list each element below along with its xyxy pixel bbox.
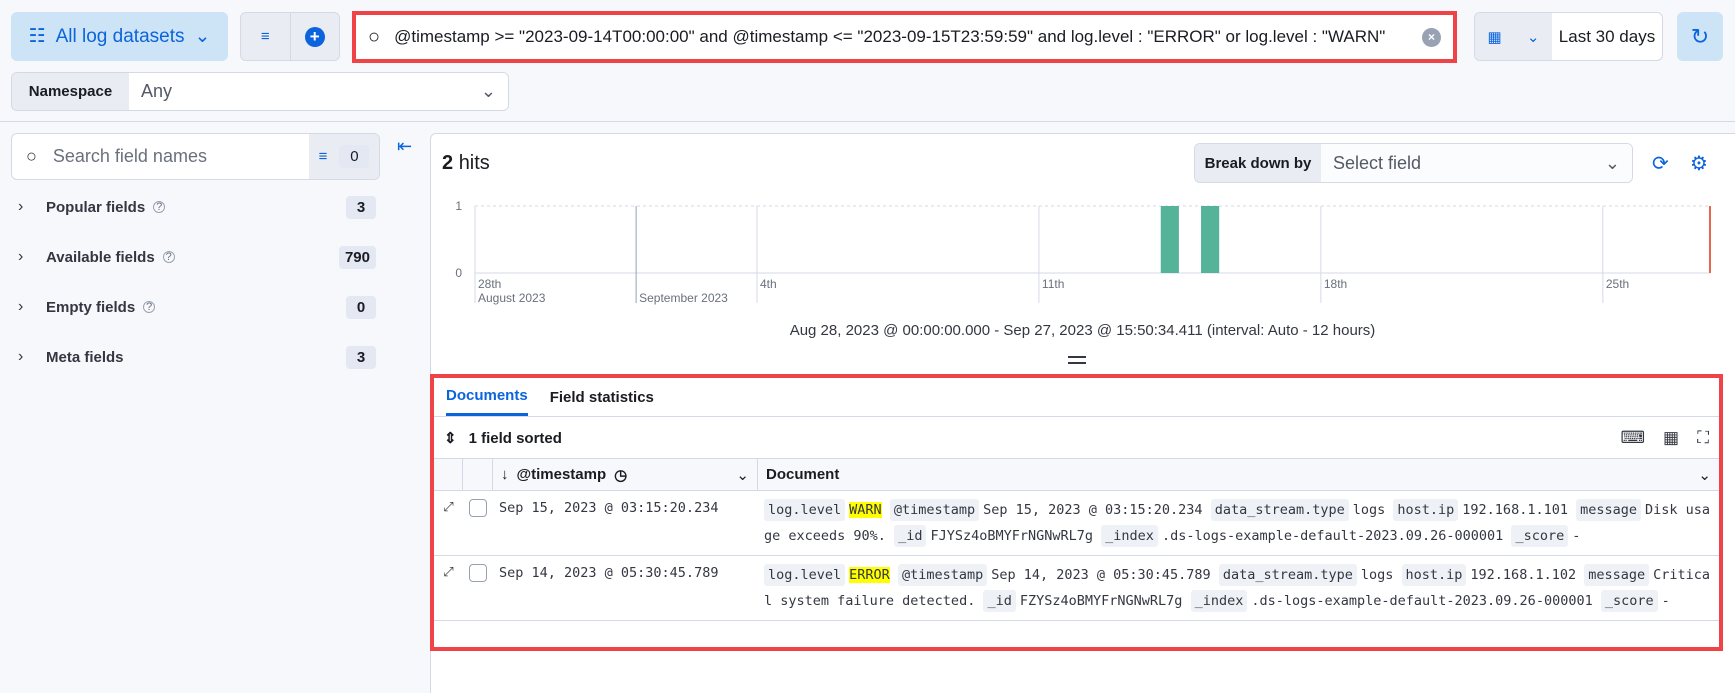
date-range-label[interactable]: Last 30 days xyxy=(1558,26,1656,46)
collapse-sidebar-icon[interactable]: ⇤ xyxy=(397,136,413,156)
field-name: _score xyxy=(1511,525,1569,547)
x-tick-label: 25th xyxy=(1606,277,1629,291)
x-tick-label: 18th xyxy=(1324,277,1347,291)
clear-query-button[interactable]: × xyxy=(1422,27,1441,47)
resize-handle[interactable] xyxy=(1068,356,1086,364)
list-icon: ☷ xyxy=(28,26,46,47)
query-input[interactable]: ○ @timestamp >= "2023-09-14T00:00:00" and… xyxy=(352,11,1457,63)
chevron-right-icon: › xyxy=(18,348,24,365)
chart-options-icon[interactable]: ⟳ xyxy=(1652,153,1669,175)
x-tick-label: 28th xyxy=(478,277,501,291)
row-checkbox[interactable] xyxy=(469,499,487,517)
chevron-down-icon: ⌄ xyxy=(1526,28,1540,46)
histogram-bar xyxy=(1201,206,1220,273)
date-picker[interactable]: ▦ ⌄ Last 30 days xyxy=(1474,12,1663,61)
x-tick-sublabel: September 2023 xyxy=(639,291,728,305)
x-tick-label: 4th xyxy=(760,277,777,291)
divider xyxy=(0,121,1735,122)
field-name: _id xyxy=(983,590,1016,612)
help-icon: ? xyxy=(153,201,166,213)
field-search-input[interactable]: ○ Search field names xyxy=(26,146,207,166)
help-icon: ? xyxy=(162,251,175,263)
hits-count: 2 hits xyxy=(442,152,490,174)
chevron-down-icon: ⌄ xyxy=(480,81,496,101)
field-name: data_stream.type xyxy=(1218,564,1357,586)
available-fields-section[interactable]: › Available fields? 790 xyxy=(18,244,376,270)
help-icon: ? xyxy=(143,301,156,313)
field-name: host.ip xyxy=(1401,564,1467,586)
chevron-down-icon: ⌄ xyxy=(1604,152,1620,173)
search-icon: ○ xyxy=(26,146,37,166)
gear-icon[interactable]: ⚙ xyxy=(1690,153,1708,175)
document-cell: log.level WARN @timestamp Sep 15, 2023 @ 0… xyxy=(758,491,1719,555)
filter-button[interactable]: ≡ xyxy=(260,28,270,45)
display-options-icon[interactable]: ▦ xyxy=(1663,428,1680,447)
tab-field-statistics[interactable]: Field statistics xyxy=(549,388,654,406)
timestamp-cell: Sep 15, 2023 @ 03:15:20.234 xyxy=(499,500,719,516)
expand-row-icon[interactable]: ⤢ xyxy=(443,564,454,579)
plus-icon: + xyxy=(304,26,325,47)
popular-fields-section[interactable]: › Popular fields? 3 xyxy=(18,194,376,220)
documents-panel: Documents Field statistics ⇕ 1 field sorte… xyxy=(430,374,1723,651)
table-row: ⤢ Sep 15, 2023 @ 03:15:20.234 log.level WAR… xyxy=(434,491,1719,556)
time-range-text: Aug 28, 2023 @ 00:00:00.000 - Sep 27, 20… xyxy=(789,322,1376,339)
chevron-down-icon: ⌄ xyxy=(736,466,749,484)
field-name: log.level xyxy=(764,499,846,521)
field-name: @timestamp xyxy=(889,499,980,521)
field-name: message xyxy=(1584,564,1650,586)
search-icon: ○ xyxy=(368,25,381,48)
x-tick-label: 11th xyxy=(1042,277,1064,291)
y-tick-label: 0 xyxy=(455,266,462,280)
row-checkbox[interactable] xyxy=(469,564,487,582)
histogram-bar xyxy=(1160,206,1179,273)
tab-documents[interactable]: Documents xyxy=(446,378,528,416)
field-filter-button[interactable]: ≡ 0 xyxy=(309,134,379,179)
chevron-down-icon: ⌄ xyxy=(1698,466,1711,484)
refresh-button[interactable]: ↻ xyxy=(1677,12,1723,61)
all-log-datasets-button[interactable]: ☷ All log datasets ⌄ xyxy=(11,12,228,61)
field-name: _id xyxy=(894,525,927,547)
field-name: data_stream.type xyxy=(1210,499,1349,521)
field-name: log.level xyxy=(764,564,846,586)
x-tick-sublabel: August 2023 xyxy=(478,291,546,305)
field-search: ○ Search field names ≡ 0 xyxy=(11,133,380,180)
chevron-right-icon: › xyxy=(18,298,24,315)
field-name: @timestamp xyxy=(897,564,988,586)
meta-fields-section[interactable]: › Meta fields 3 xyxy=(18,344,376,370)
arrow-down-icon: ↓ xyxy=(501,466,509,483)
breakdown-select[interactable]: Break down by Select field ⌄ xyxy=(1194,143,1633,183)
field-name: _index xyxy=(1190,590,1248,612)
filter-icon: ≡ xyxy=(318,148,328,165)
expand-row-icon[interactable]: ⤢ xyxy=(443,499,454,514)
timestamp-column-header[interactable]: ↓ @timestamp ◷ ⌄ xyxy=(493,459,758,490)
calendar-dropdown-button[interactable]: ▦ ⌄ xyxy=(1475,13,1552,60)
namespace-select[interactable]: Namespace Any ⌄ xyxy=(11,72,509,111)
timestamp-cell: Sep 14, 2023 @ 05:30:45.789 xyxy=(499,565,719,581)
field-name: host.ip xyxy=(1393,499,1459,521)
y-tick-label: 1 xyxy=(455,199,462,213)
table-row: ⤢ Sep 14, 2023 @ 05:30:45.789 log.level ERR… xyxy=(434,556,1719,621)
documents-table: ↓ @timestamp ◷ ⌄ Document ⌄ ⤢ Sep 15, 2023 @ 0… xyxy=(434,458,1719,621)
field-name: _score xyxy=(1600,590,1658,612)
empty-fields-section[interactable]: › Empty fields? 0 xyxy=(18,294,376,320)
clock-icon: ◷ xyxy=(614,466,628,484)
sort-icon[interactable]: ⇕ xyxy=(444,430,457,447)
chevron-down-icon: ⌄ xyxy=(194,26,211,47)
query-actions: ≡ + xyxy=(240,12,340,61)
sorted-fields-button[interactable]: 1 field sorted xyxy=(468,429,562,447)
document-column-header[interactable]: Document ⌄ xyxy=(766,466,1711,484)
fullscreen-icon[interactable]: ⛶ xyxy=(1697,428,1709,447)
calendar-icon: ▦ xyxy=(1487,28,1502,46)
add-filter-button[interactable]: + xyxy=(289,13,340,60)
chevron-right-icon: › xyxy=(18,198,24,215)
chevron-right-icon: › xyxy=(18,248,24,265)
field-name: _index xyxy=(1101,525,1158,547)
keyboard-icon[interactable]: ⌨ xyxy=(1620,428,1646,447)
field-name: message xyxy=(1576,499,1642,521)
document-cell: log.level ERROR @timestamp Sep 14, 2023 @ … xyxy=(758,556,1719,620)
